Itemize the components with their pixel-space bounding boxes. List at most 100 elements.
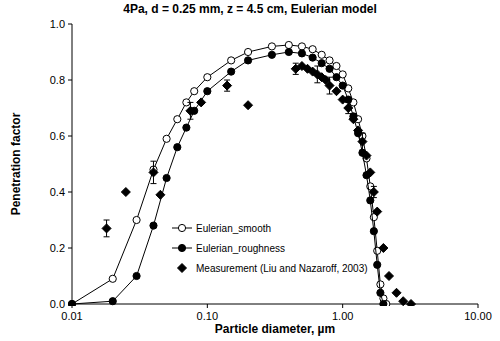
error-bar-cap xyxy=(187,102,193,103)
data-point xyxy=(191,88,198,95)
x-tick-label: 0.10 xyxy=(197,310,218,322)
error-bar-cap xyxy=(293,74,299,75)
legend-label: Eulerian_roughness xyxy=(196,243,285,254)
x-tick xyxy=(207,304,208,308)
data-point xyxy=(68,300,75,306)
data-point xyxy=(186,106,195,115)
data-point xyxy=(377,281,384,288)
data-point xyxy=(204,74,211,81)
error-bar-cap xyxy=(327,94,333,95)
data-point xyxy=(354,126,363,135)
error-bar-cap xyxy=(104,220,110,221)
data-point xyxy=(333,74,340,81)
y-tick xyxy=(68,136,72,137)
y-tick-label: 0.2 xyxy=(50,242,65,254)
x-axis xyxy=(72,304,478,305)
data-point xyxy=(228,57,235,64)
data-point xyxy=(197,98,206,107)
data-point xyxy=(174,144,181,151)
error-bar-cap xyxy=(345,102,351,103)
data-point xyxy=(150,222,157,229)
data-point xyxy=(268,51,275,58)
data-point xyxy=(380,300,387,306)
data-point xyxy=(366,168,375,177)
y-tick xyxy=(68,80,72,81)
data-point xyxy=(285,41,292,48)
data-point xyxy=(392,288,401,297)
data-point xyxy=(339,82,346,89)
y-tick-label: 0.8 xyxy=(50,74,65,86)
data-point xyxy=(374,261,381,268)
data-point xyxy=(379,244,388,253)
error-bar-cap xyxy=(150,161,156,162)
x-tick-label: 1.00 xyxy=(332,310,353,322)
data-point xyxy=(333,62,340,69)
series xyxy=(68,48,387,306)
data-point xyxy=(349,115,358,124)
error-bar-cap xyxy=(345,113,351,114)
data-point xyxy=(318,51,325,58)
data-point xyxy=(244,101,253,110)
data-point xyxy=(163,135,170,142)
legend-label: Eulerian_smooth xyxy=(196,223,271,234)
data-point xyxy=(156,190,165,199)
y-axis-label: Penetration factor xyxy=(9,112,23,215)
data-point xyxy=(133,216,140,223)
data-point xyxy=(370,228,377,235)
y-tick xyxy=(68,192,72,193)
data-point xyxy=(309,46,316,53)
y-axis xyxy=(72,24,73,304)
error-bar-cap xyxy=(104,236,110,237)
data-point xyxy=(228,68,235,75)
data-point xyxy=(325,81,334,90)
error-bar-cap xyxy=(187,119,193,120)
data-point xyxy=(385,272,394,281)
error-bar-cap xyxy=(224,80,230,81)
data-point xyxy=(358,137,367,146)
series xyxy=(68,41,389,306)
legend-marker xyxy=(178,264,187,273)
error-bar-cap xyxy=(371,197,377,198)
data-point xyxy=(298,50,305,57)
data-point xyxy=(109,298,116,305)
series xyxy=(102,62,415,307)
y-tick-label: 0.6 xyxy=(50,130,65,142)
x-tick xyxy=(478,304,479,308)
data-point xyxy=(149,168,158,177)
y-tick xyxy=(68,24,72,25)
y-tick xyxy=(68,248,72,249)
data-point xyxy=(369,188,378,197)
series-line xyxy=(72,45,386,304)
data-point xyxy=(183,124,190,131)
data-point xyxy=(332,87,341,96)
data-point xyxy=(407,300,416,307)
data-point xyxy=(204,88,211,95)
data-point xyxy=(285,48,292,55)
x-tick-label: 10.00 xyxy=(464,310,492,322)
data-point xyxy=(344,104,353,113)
error-bar-cap xyxy=(314,82,320,83)
y-tick-label: 0.0 xyxy=(50,298,65,310)
title: 4Pa, d = 0.25 mm, z = 4.5 cm, Eulerian m… xyxy=(123,2,376,16)
data-point xyxy=(133,272,140,279)
legend: Eulerian_smoothEulerian_roughnessMeasure… xyxy=(172,223,368,274)
x-axis-label: Particle diameter, µm xyxy=(215,322,335,336)
chart: 4Pa, d = 0.25 mm, z = 4.5 cm, Eulerian m… xyxy=(0,0,500,341)
legend-marker xyxy=(178,224,185,231)
data-point xyxy=(174,116,181,123)
data-point xyxy=(102,224,111,233)
data-point xyxy=(377,289,384,296)
y-tick-label: 0.4 xyxy=(50,186,65,198)
data-point xyxy=(362,151,371,160)
data-point xyxy=(326,57,333,64)
data-point xyxy=(68,300,75,306)
data-point xyxy=(244,48,251,55)
error-bar-cap xyxy=(150,183,156,184)
error-bar-cap xyxy=(224,91,230,92)
error-bar-cap xyxy=(371,186,377,187)
data-point xyxy=(223,81,232,90)
error-bar-cap xyxy=(293,63,299,64)
x-tick-label: 0.01 xyxy=(61,310,82,322)
error-bar-cap xyxy=(314,66,320,67)
data-point xyxy=(109,275,116,282)
